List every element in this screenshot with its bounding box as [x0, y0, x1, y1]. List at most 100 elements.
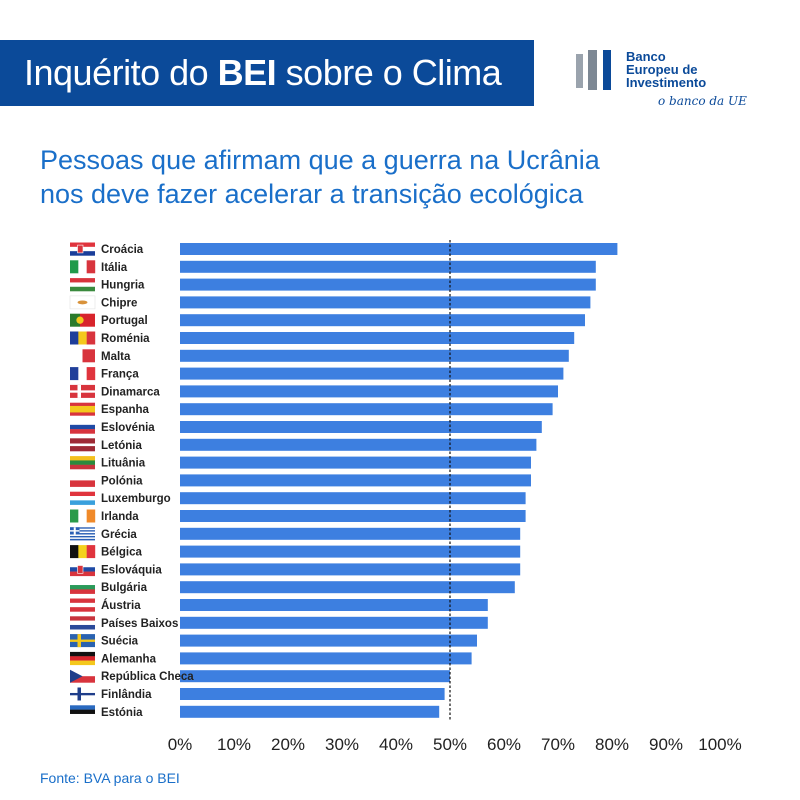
flag-icon — [70, 331, 96, 345]
flag-icon — [70, 420, 95, 434]
logo-line-3: Investimento — [626, 75, 707, 90]
chart-subtitle: Pessoas que afirmam que a guerra na Ucrâ… — [40, 143, 600, 211]
category-label: Luxemburgo — [101, 493, 171, 505]
category-label: Áustria — [101, 599, 141, 612]
category-label: Países Baixos — [101, 618, 178, 630]
title-prefix: Inquérito do — [24, 52, 218, 93]
bar-20 — [180, 581, 515, 594]
flag-icon — [70, 598, 95, 612]
subtitle-line-1: Pessoas que afirmam que a guerra na Ucrâ… — [40, 145, 600, 175]
category-label: Bélgica — [101, 547, 143, 559]
category-label: Espanha — [101, 404, 150, 416]
category-label: Grécia — [101, 529, 137, 541]
category-label: Eslovénia — [101, 422, 155, 434]
x-tick-label: 90% — [649, 735, 683, 754]
flag-icon — [70, 634, 95, 648]
bar-21 — [180, 599, 488, 611]
logo-line-1: Banco — [626, 49, 666, 64]
x-tick-label: 0% — [168, 735, 193, 754]
title-bold: BEI — [217, 52, 277, 93]
category-label: Irlanda — [101, 511, 139, 523]
flag-icon — [70, 367, 96, 381]
bar-6 — [180, 332, 575, 344]
flag-icon — [70, 509, 96, 523]
bar-27 — [180, 705, 440, 718]
category-label: Finlândia — [101, 689, 152, 701]
x-tick-label: 10% — [217, 735, 251, 754]
logo-text: Banco Europeu de Investimento — [626, 50, 706, 89]
bar-2 — [180, 260, 596, 273]
bar-19 — [180, 563, 521, 576]
flag-icon — [70, 669, 95, 683]
category-label: Estónia — [101, 707, 143, 719]
x-tick-label: 60% — [487, 735, 521, 754]
bar-14 — [180, 474, 531, 487]
flag-icon — [70, 580, 95, 594]
category-label: França — [101, 369, 139, 381]
category-label: Croácia — [101, 244, 144, 256]
flag-icon — [70, 438, 95, 452]
x-tick-label: 40% — [379, 735, 413, 754]
logo-tagline: o banco da UE — [658, 94, 747, 108]
bar-4 — [180, 296, 591, 309]
x-tick-label: 50% — [433, 735, 467, 754]
bar-11 — [180, 421, 542, 433]
bar-23 — [180, 634, 477, 647]
bar-15 — [180, 492, 526, 505]
category-label: Roménia — [101, 333, 150, 345]
bar-7 — [180, 349, 569, 362]
flag-icon — [70, 242, 95, 256]
flag-icon — [70, 402, 95, 416]
bar-10 — [180, 403, 553, 416]
flag-icon — [70, 651, 95, 666]
flag-icon — [70, 313, 95, 327]
flag-icon — [70, 384, 95, 398]
subtitle-line-2: nos deve fazer acelerar a transição ecol… — [40, 179, 584, 209]
eib-logo: Banco Europeu de Investimento o banco da… — [572, 44, 772, 124]
bar-8 — [180, 367, 564, 380]
category-label: Alemanha — [101, 653, 157, 665]
flag-icon — [70, 616, 95, 630]
category-label: Letónia — [101, 440, 142, 452]
flag-icon — [70, 527, 95, 541]
category-label: Bulgária — [101, 582, 148, 594]
x-tick-label: 80% — [595, 735, 629, 754]
bar-16 — [180, 510, 526, 522]
category-label: Polónia — [101, 475, 143, 487]
bar-24 — [180, 652, 472, 665]
category-label: Dinamarca — [101, 386, 160, 398]
x-tick-label: 30% — [325, 735, 359, 754]
source-note: Fonte: BVA para o BEI — [40, 770, 180, 786]
flag-icon — [70, 473, 95, 487]
bar-5 — [180, 314, 585, 327]
bar-18 — [180, 545, 521, 558]
flag-icon — [70, 545, 96, 559]
category-label: Portugal — [101, 315, 148, 327]
bar-13 — [180, 456, 531, 469]
title-suffix: sobre o Clima — [276, 52, 502, 93]
flag-icon — [70, 456, 95, 470]
title-banner: Inquérito do BEI sobre o Clima — [0, 40, 534, 106]
flag-icon — [70, 491, 95, 505]
bar-12 — [180, 438, 537, 451]
bar-25 — [180, 670, 450, 683]
flag-icon — [70, 260, 96, 274]
category-label: República Checa — [101, 671, 194, 683]
logo-line-2: Europeu de — [626, 62, 698, 77]
bar-9 — [180, 385, 558, 398]
category-label: Eslováquia — [101, 564, 162, 576]
bar-26 — [180, 688, 445, 700]
category-label: Lituânia — [101, 458, 146, 470]
page-title: Inquérito do BEI sobre o Clima — [24, 51, 502, 95]
x-tick-label: 70% — [541, 735, 575, 754]
category-label: Hungria — [101, 280, 145, 292]
x-tick-label: 100% — [698, 735, 741, 754]
bar-1 — [180, 243, 618, 255]
bar-17 — [180, 527, 521, 540]
category-label: Itália — [101, 262, 128, 274]
flag-icon — [70, 705, 95, 719]
flag-icon — [70, 349, 95, 363]
x-tick-label: 20% — [271, 735, 305, 754]
flag-icon — [70, 278, 95, 292]
